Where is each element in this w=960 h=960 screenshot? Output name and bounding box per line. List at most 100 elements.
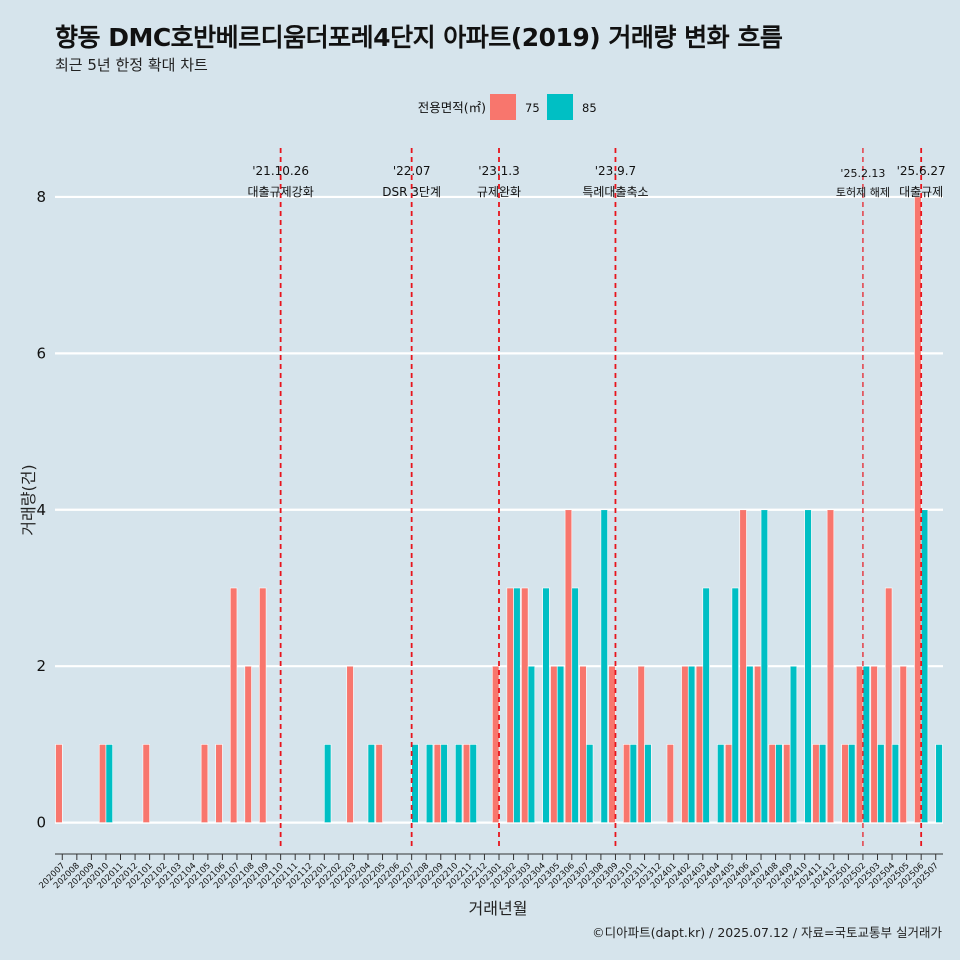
- event-date: '23.9.7: [595, 164, 636, 178]
- bar-85-202307: [586, 744, 594, 823]
- bar-75-202401: [666, 744, 674, 823]
- bar-85-202410: [804, 509, 812, 823]
- bar-75-202407: [754, 665, 762, 823]
- y-tick-label: 8: [36, 188, 46, 206]
- bar-75-202403: [695, 665, 704, 823]
- event-label: 규제완화: [477, 185, 521, 199]
- bar-75-202303: [521, 587, 529, 823]
- bar-85-202207: [411, 744, 419, 823]
- bar-75-202205: [375, 744, 383, 823]
- event-date: '25.6.27: [897, 164, 946, 178]
- event-date: '25.2.13: [840, 167, 885, 180]
- bar-85-202210: [455, 744, 463, 823]
- legend-label-75: 75: [525, 101, 540, 115]
- bar-85-202404: [717, 744, 725, 823]
- bar-75-202311: [637, 665, 645, 823]
- bar-75-202106: [215, 744, 223, 823]
- x-axis: 2020072020082020092020102020112020122021…: [37, 853, 943, 891]
- bar-75-202411: [812, 744, 820, 823]
- event-label: 특례대출축소: [582, 185, 648, 199]
- bar-85-202411: [818, 744, 827, 823]
- x-axis-title: 거래년월: [469, 899, 528, 918]
- bar-75-202406: [739, 509, 747, 823]
- bar-75-202506: [914, 196, 922, 823]
- bar-85-202211: [469, 744, 477, 823]
- y-tick-label: 6: [36, 344, 46, 362]
- bar-85-202302: [513, 587, 521, 823]
- event-date: '21.10.26: [252, 164, 309, 178]
- bar-75-202306: [564, 509, 573, 823]
- y-tick-label: 0: [36, 814, 46, 832]
- bar-75-202307: [579, 665, 587, 823]
- bar-75-202107: [229, 587, 238, 823]
- bar-75-202109: [259, 587, 267, 823]
- bars: [55, 196, 943, 823]
- bar-85-202201: [324, 744, 332, 823]
- bar-75-202409: [783, 744, 791, 823]
- bar-75-202309: [608, 665, 616, 823]
- bar-85-202308: [600, 509, 608, 823]
- bar-85-202507: [935, 744, 943, 823]
- bar-75-202405: [724, 744, 733, 823]
- bar-85-202304: [542, 587, 550, 823]
- bar-75-202310: [623, 744, 631, 823]
- bar-85-202501: [848, 744, 856, 823]
- bar-85-202208: [425, 744, 434, 823]
- bar-85-202306: [571, 587, 579, 823]
- bar-75-202408: [768, 744, 776, 823]
- bar-85-202311: [644, 744, 652, 823]
- bar-75-202209: [433, 744, 442, 823]
- bar-75-202502: [855, 665, 864, 823]
- bar-85-202310: [629, 744, 638, 823]
- bar-85-202204: [367, 744, 375, 823]
- bar-85-202402: [687, 665, 696, 823]
- bar-75-202108: [244, 665, 252, 823]
- bar-85-202408: [775, 744, 783, 823]
- bar-85-202403: [702, 587, 710, 823]
- bar-75-202211: [462, 744, 471, 823]
- bar-85-202303: [527, 665, 536, 823]
- bar-75-202504: [885, 587, 893, 823]
- bar-85-202503: [877, 744, 885, 823]
- y-tick-label: 2: [36, 657, 46, 675]
- bar-75-202203: [346, 665, 354, 823]
- y-axis-title: 거래량(건): [19, 464, 38, 535]
- bar-85-202209: [440, 744, 448, 823]
- bar-85-202502: [862, 665, 870, 823]
- event-label: 대출규제강화: [248, 185, 314, 199]
- chart-title: 향동 DMC호반베르디움더포레4단지 아파트(2019) 거래량 변화 흐름: [55, 23, 783, 52]
- legend-title: 전용면적(㎡): [418, 100, 486, 115]
- bar-85-202504: [891, 744, 900, 823]
- event-lines: '21.10.26 대출규제강화 '22.07 DSR 3단계 '23.1.3 규제완화 '…: [248, 148, 946, 850]
- legend-label-85: 85: [582, 101, 597, 115]
- legend-swatch-85: [547, 94, 573, 120]
- bar-75-202101: [142, 744, 150, 823]
- event-label: 대출규제: [899, 185, 943, 199]
- bar-85-202506: [920, 509, 929, 823]
- event-label: DSR 3단계: [382, 185, 441, 199]
- legend: 전용면적(㎡) 75 85: [418, 94, 597, 120]
- bar-75-202302: [506, 587, 514, 823]
- legend-swatch-75: [490, 94, 516, 120]
- bar-75-202505: [899, 665, 907, 823]
- bar-75-202010: [98, 744, 107, 823]
- bar-85-202305: [556, 665, 565, 823]
- bar-85-202409: [789, 665, 798, 823]
- source-caption: ©디아파트(dapt.kr) / 2025.07.12 / 자료=국토교통부 실…: [592, 925, 942, 940]
- bar-75-202402: [681, 665, 689, 823]
- bar-75-202105: [200, 744, 209, 823]
- event-label: 토허제 해제: [836, 185, 890, 199]
- bar-75-202305: [550, 665, 558, 823]
- y-tick-label: 4: [36, 501, 46, 519]
- bar-85-202407: [760, 509, 769, 823]
- bar-85-202405: [731, 587, 739, 823]
- bar-75-202412: [826, 509, 835, 823]
- bar-75-202301: [492, 665, 500, 823]
- event-date: '22.07: [393, 164, 431, 178]
- bar-75-202007: [55, 744, 63, 823]
- chart-subtitle: 최근 5년 한정 확대 차트: [55, 56, 208, 74]
- bar-75-202503: [870, 665, 878, 823]
- bar-85-202010: [105, 744, 113, 823]
- bar-75-202501: [841, 744, 849, 823]
